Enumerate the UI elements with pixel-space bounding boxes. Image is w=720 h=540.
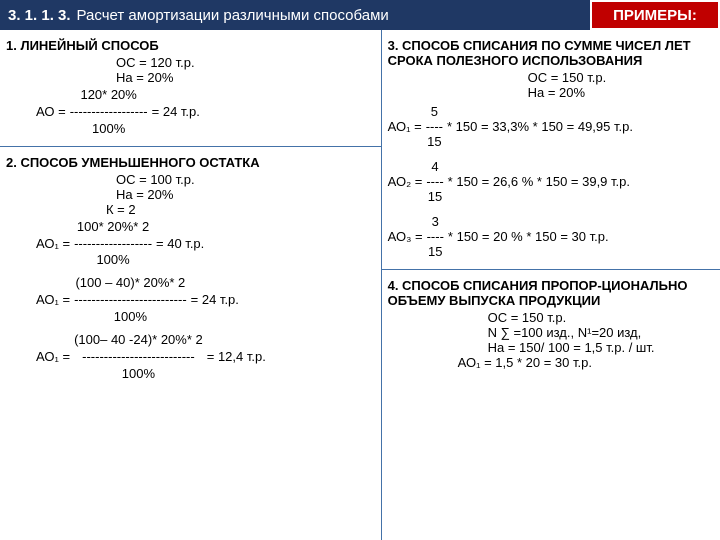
ao-label: АО₃ = [388,229,423,244]
ao-label: АО₁ = [388,119,422,134]
method2-calc1: АО₁ = 100* 20%* 2 ------------------ 100… [36,219,375,270]
method4-ao: АО₁ = 1,5 * 20 = 30 т.р. [388,355,714,370]
result: = 24 т.р. [191,292,239,309]
ao-label: АО₁ = [36,349,70,366]
method2-title: 2. СПОСОБ УМЕНЬШЕННОГО ОСТАТКА [6,155,375,170]
method2-oc: ОС = 100 т.р. [6,172,375,187]
content: 1. ЛИНЕЙНЫЙ СПОСОБ ОС = 120 т.р. На = 20… [0,30,720,540]
method4-oc: ОС = 150 т.р. [388,310,714,325]
result: = 40 т.р. [156,236,204,253]
method1-oc: ОС = 120 т.р. [6,55,375,70]
fraction: 120* 20% ------------------ 100% [70,87,148,138]
result: * 150 = 20 % * 150 = 30 т.р. [448,229,609,244]
method3-calc1: АО₁ = 5 ---- 15 * 150 = 33,3% * 150 = 49… [388,104,714,149]
ao-label: АО = [36,104,66,121]
method1-calc: АО = 120* 20% ------------------ 100% = … [36,87,375,138]
method3-calc3: АО₃ = 3 ---- 15 * 150 = 20 % * 150 = 30 … [388,214,714,259]
ao-label: АО₁ = [36,292,70,309]
divider [382,269,720,270]
fraction: 100* 20%* 2 ------------------ 100% [74,219,152,270]
fraction: (100– 40 -24)* 20%* 2 ------------------… [74,332,203,383]
method2-calc3: АО₁ = (100– 40 -24)* 20%* 2 ------------… [36,332,375,383]
method2-k: К = 2 [6,202,375,217]
section-title: Расчет амортизации различными способами [77,7,389,24]
method3-title: 3. СПОСОБ СПИСАНИЯ ПО СУММЕ ЧИСЕЛ ЛЕТ СР… [388,38,714,68]
header: 3. 1. 1. 3. Расчет амортизации различным… [0,0,720,30]
method4-n: N ∑ =100 изд., N¹=20 изд, [388,325,714,340]
method2-calc2: АО₁ = (100 – 40)* 20%* 2 ---------------… [36,275,375,326]
divider [0,146,381,147]
header-title: 3. 1. 1. 3. Расчет амортизации различным… [0,0,590,30]
fraction: 5 ---- 15 [426,104,443,149]
ao-label: АО₂ = [388,174,423,189]
section-number: 3. 1. 1. 3. [8,7,71,24]
result: * 150 = 33,3% * 150 = 49,95 т.р. [447,119,633,134]
right-column: 3. СПОСОБ СПИСАНИЯ ПО СУММЕ ЧИСЕЛ ЛЕТ СР… [382,30,720,540]
method1-title: 1. ЛИНЕЙНЫЙ СПОСОБ [6,38,375,53]
left-column: 1. ЛИНЕЙНЫЙ СПОСОБ ОС = 120 т.р. На = 20… [0,30,382,540]
result: * 150 = 26,6 % * 150 = 39,9 т.р. [448,174,630,189]
method4-title: 4. СПОСОБ СПИСАНИЯ ПРОПОР-ЦИОНАЛЬНО ОБЪЕ… [388,278,714,308]
result: = 12,4 т.р. [207,349,266,366]
method3-oc: ОС = 150 т.р. [388,70,714,85]
method1-na: На = 20% [6,70,375,85]
method4-na: На = 150/ 100 = 1,5 т.р. / шт. [388,340,714,355]
method3-na: На = 20% [388,85,714,100]
method3-calc2: АО₂ = 4 ---- 15 * 150 = 26,6 % * 150 = 3… [388,159,714,204]
result: = 24 т.р. [152,104,200,121]
fraction: (100 – 40)* 20%* 2 ---------------------… [74,275,187,326]
fraction: 4 ---- 15 [426,159,443,204]
ao-label: АО₁ = [36,236,70,253]
examples-badge: ПРИМЕРЫ: [590,0,720,30]
method2-na: На = 20% [6,187,375,202]
fraction: 3 ---- 15 [427,214,444,259]
